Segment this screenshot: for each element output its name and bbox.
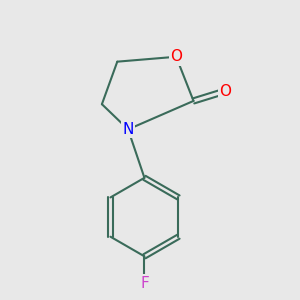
Text: N: N — [122, 122, 134, 137]
Text: O: O — [219, 84, 231, 99]
Text: O: O — [170, 49, 182, 64]
Text: F: F — [140, 276, 149, 291]
